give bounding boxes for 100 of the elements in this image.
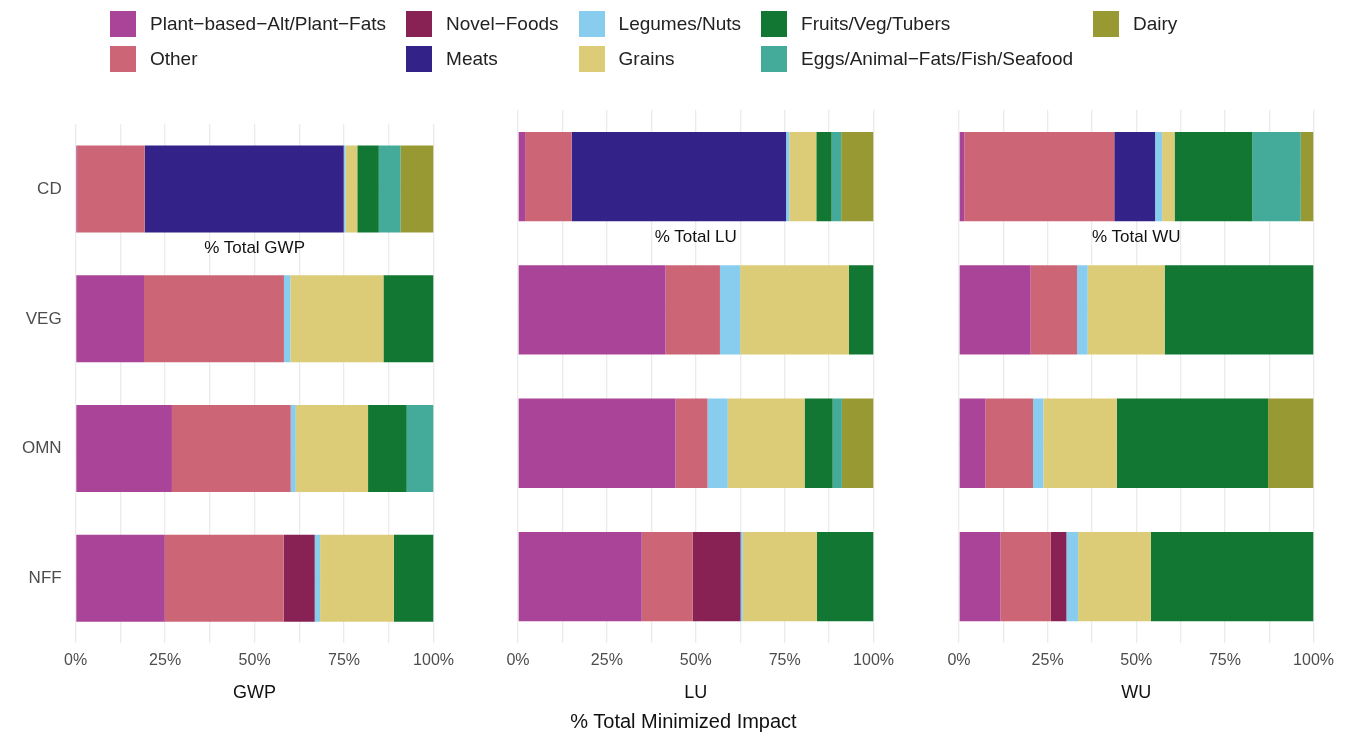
bar [345,145,358,233]
bar [1164,265,1314,355]
bar [1155,132,1163,222]
bar [1077,265,1088,355]
x-tick-label: 50% [679,651,712,669]
bar [320,534,394,622]
bar [290,275,384,363]
bar [665,265,720,355]
bar [964,132,1115,222]
bar [959,265,1031,355]
bar [641,531,693,622]
bar [144,275,284,363]
bar [1150,531,1314,622]
bar [841,132,874,222]
x-axis-title: LU [684,682,708,703]
bar [1050,531,1067,622]
bar [1043,398,1117,488]
bar [518,132,526,222]
y-tick-label: CD [37,178,62,198]
x-tick-label: 25% [1031,651,1064,669]
bar [295,405,369,493]
bar [804,398,833,488]
x-tick-label: 75% [1208,651,1241,669]
bar [1174,132,1253,222]
legend-label: Plant−based−Alt/Plant−Fats [150,12,387,35]
bar [727,398,805,488]
annotation: % Total LU [654,226,737,246]
bar [959,398,986,488]
bar [406,405,434,493]
bar [1087,265,1165,355]
x-tick-label: 0% [506,651,530,669]
x-axis-title: GWP [233,682,277,703]
x-tick-label: 50% [238,651,271,669]
bar [1078,531,1151,622]
bar [1000,531,1051,622]
x-tick-label: 50% [1120,651,1153,669]
x-tick-label: 25% [590,651,623,669]
bar [1268,398,1314,488]
bar [525,132,572,222]
x-tick-label: 25% [149,651,182,669]
bar [1033,398,1044,488]
bar [171,405,291,493]
bar [985,398,1034,488]
bar [959,531,1001,622]
bar [1162,132,1175,222]
legend-label: Legumes/Nuts [618,12,742,35]
bar [283,275,291,363]
bar [719,265,741,355]
legend-label: Grains [618,47,675,70]
bar [692,531,741,622]
x-tick-label: 75% [768,651,801,669]
bar [1116,398,1269,488]
bar [742,531,818,622]
text: % Total Minimized Impact [569,710,798,733]
y-tick-label: NFF [28,568,62,588]
legend-label: Fruits/Veg/Tubers [801,12,951,35]
bar [144,145,344,233]
bar [740,265,850,355]
x-tick-label: 100% [853,651,894,669]
bar [841,398,874,488]
legend-label: Other [150,47,198,70]
bar [1030,265,1078,355]
bar [1252,132,1301,222]
bar [77,145,145,233]
bar [832,398,842,488]
bar [1114,132,1156,222]
bar [518,531,642,622]
bar [816,132,832,222]
legend-label: Eggs/Animal−Fats/Fish/Seafood [801,47,1074,70]
bar [76,275,145,363]
bar [76,534,165,622]
bar [518,398,676,488]
x-tick-label: 100% [1293,651,1334,669]
bar [817,531,874,622]
bar [707,398,728,488]
legend-label: Novel−Foods [446,12,559,35]
bar [1300,132,1314,222]
bar [1066,531,1079,622]
bar [378,145,401,233]
bar [571,132,787,222]
bar [357,145,379,233]
bar [789,132,817,222]
bar [400,145,434,233]
bar [290,405,296,493]
bar [740,531,743,622]
x-tick-label: 0% [64,651,88,669]
legend-label: Dairy [1133,12,1178,35]
bar [393,534,434,622]
legend-label: Meats [446,47,498,70]
bar [164,534,284,622]
annotation: % Total GWP [204,237,305,257]
y-tick-label: VEG [25,308,62,328]
bar [786,132,790,222]
bar [368,405,407,493]
x-tick-label: 100% [413,651,454,669]
x-axis-title: WU [1121,682,1152,703]
bar [849,265,874,355]
annotation: % Total WU [1092,226,1181,246]
bar [518,265,666,355]
x-tick-label: 75% [328,651,361,669]
